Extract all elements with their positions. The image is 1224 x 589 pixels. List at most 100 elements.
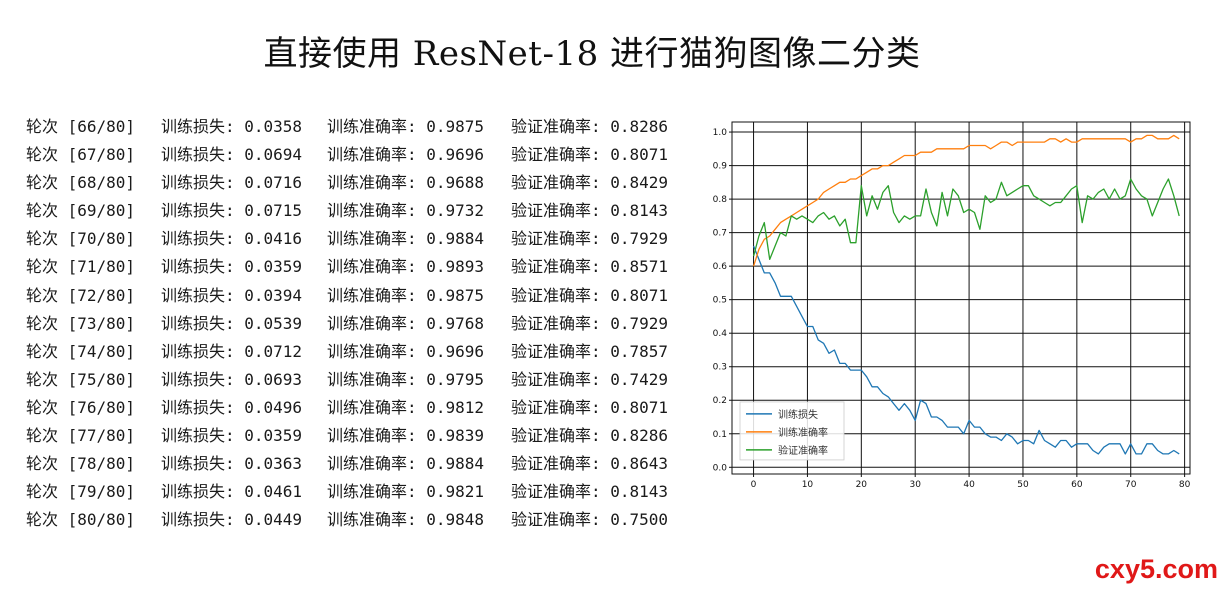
log-epoch: 轮次 [70/80] [26, 229, 136, 249]
x-tick-label: 20 [856, 480, 868, 490]
legend-label: 验证准确率 [778, 444, 828, 457]
log-row: 轮次 [67/80] 训练损失: 0.0694 训练准确率: 0.9696 验证准确率… [26, 141, 706, 169]
y-tick-label: 0.3 [713, 363, 727, 373]
log-epoch: 轮次 [68/80] [26, 173, 136, 193]
log-train-acc: 训练准确率: 0.9732 [327, 201, 485, 221]
log-train-loss: 训练损失: 0.0539 [161, 313, 303, 333]
log-epoch: 轮次 [73/80] [26, 313, 136, 333]
log-train-acc: 训练准确率: 0.9884 [327, 229, 485, 249]
log-row: 轮次 [73/80] 训练损失: 0.0539 训练准确率: 0.9768 验证准确率… [26, 310, 706, 338]
log-epoch: 轮次 [74/80] [26, 341, 136, 361]
log-row: 轮次 [70/80] 训练损失: 0.0416 训练准确率: 0.9884 验证准确率… [26, 225, 706, 253]
log-row: 轮次 [75/80] 训练损失: 0.0693 训练准确率: 0.9795 验证准确率… [26, 366, 706, 394]
legend-label: 训练损失 [778, 408, 818, 421]
series-line-1 [752, 245, 1180, 455]
log-epoch: 轮次 [67/80] [26, 145, 136, 165]
log-train-acc: 训练准确率: 0.9821 [327, 482, 485, 502]
log-val-acc: 验证准确率: 0.8071 [511, 145, 669, 165]
x-tick-label: 40 [963, 480, 975, 490]
log-val-acc: 验证准确率: 0.7500 [511, 510, 669, 530]
y-tick-label: 0.7 [713, 229, 727, 239]
log-epoch: 轮次 [77/80] [26, 426, 136, 446]
x-tick-label: 10 [802, 480, 814, 490]
x-tick-label: 50 [1017, 480, 1029, 490]
log-val-acc: 验证准确率: 0.7429 [511, 369, 669, 389]
log-train-loss: 训练损失: 0.0715 [161, 201, 303, 221]
log-val-acc: 验证准确率: 0.8286 [511, 117, 669, 136]
x-tick-label: 60 [1071, 480, 1083, 490]
y-tick-label: 0.4 [713, 329, 728, 339]
log-row: 轮次 [80/80] 训练损失: 0.0449 训练准确率: 0.9848 验证准确率… [26, 506, 706, 534]
log-epoch: 轮次 [79/80] [26, 482, 136, 502]
x-tick-label: 30 [909, 480, 921, 490]
log-epoch: 轮次 [69/80] [26, 201, 136, 221]
log-epoch: 轮次 [75/80] [26, 369, 136, 389]
log-train-acc: 训练准确率: 0.9839 [327, 426, 485, 446]
legend-label: 训练准确率 [778, 426, 828, 439]
log-train-loss: 训练损失: 0.0394 [161, 285, 303, 305]
log-val-acc: 验证准确率: 0.7857 [511, 341, 669, 361]
log-val-acc: 验证准确率: 0.7929 [511, 229, 669, 249]
log-train-loss: 训练损失: 0.0694 [161, 145, 303, 165]
x-tick-label: 0 [751, 480, 757, 490]
y-tick-label: 0.6 [713, 262, 728, 272]
log-train-loss: 训练损失: 0.0712 [161, 341, 303, 361]
log-train-acc: 训练准确率: 0.9812 [327, 397, 485, 417]
y-tick-label: 1.0 [713, 128, 728, 138]
log-val-acc: 验证准确率: 0.8071 [511, 397, 669, 417]
log-train-acc: 训练准确率: 0.9768 [327, 313, 485, 333]
log-train-loss: 训练损失: 0.0716 [161, 173, 303, 193]
log-train-acc: 训练准确率: 0.9688 [327, 173, 485, 193]
x-tick-label: 80 [1179, 480, 1191, 490]
log-row: 轮次 [74/80] 训练损失: 0.0712 训练准确率: 0.9696 验证准确率… [26, 338, 706, 366]
log-row: 轮次 [71/80] 训练损失: 0.0359 训练准确率: 0.9893 验证准确率… [26, 253, 706, 281]
log-epoch: 轮次 [72/80] [26, 285, 136, 305]
log-row: 轮次 [72/80] 训练损失: 0.0394 训练准确率: 0.9875 验证准确率… [26, 282, 706, 310]
log-train-loss: 训练损失: 0.0416 [161, 229, 303, 249]
log-val-acc: 验证准确率: 0.8143 [511, 201, 669, 221]
log-row: 轮次 [68/80] 训练损失: 0.0716 训练准确率: 0.9688 验证准确率… [26, 169, 706, 197]
log-train-acc: 训练准确率: 0.9884 [327, 454, 485, 474]
log-train-acc: 训练准确率: 0.9875 [327, 117, 485, 136]
log-val-acc: 验证准确率: 0.8429 [511, 173, 669, 193]
log-train-loss: 训练损失: 0.0449 [161, 510, 303, 530]
log-train-acc: 训练准确率: 0.9893 [327, 257, 485, 277]
log-val-acc: 验证准确率: 0.7929 [511, 313, 669, 333]
log-epoch: 轮次 [71/80] [26, 257, 136, 277]
page-title: 直接使用 ResNet-18 进行猫狗图像二分类 [263, 34, 921, 74]
log-train-loss: 训练损失: 0.0358 [161, 117, 303, 136]
log-val-acc: 验证准确率: 0.8643 [511, 454, 669, 474]
log-train-acc: 训练准确率: 0.9875 [327, 285, 485, 305]
y-tick-label: 0.2 [713, 396, 727, 406]
plot-frame [731, 121, 1191, 475]
x-tick-label: 70 [1125, 480, 1137, 490]
log-row: 轮次 [69/80] 训练损失: 0.0715 训练准确率: 0.9732 验证准确率… [26, 197, 706, 225]
log-epoch: 轮次 [80/80] [26, 510, 136, 530]
log-train-acc: 训练准确率: 0.9696 [327, 341, 485, 361]
log-val-acc: 验证准确率: 0.8143 [511, 482, 669, 502]
log-train-loss: 训练损失: 0.0359 [161, 426, 303, 446]
log-val-acc: 验证准确率: 0.8286 [511, 426, 669, 446]
site-watermark: cxy5.com [1094, 554, 1218, 584]
y-tick-label: 0.0 [713, 463, 728, 473]
log-train-loss: 训练损失: 0.0693 [161, 369, 303, 389]
y-tick-label: 0.9 [713, 162, 728, 172]
series-line-2 [752, 134, 1180, 267]
log-val-acc: 验证准确率: 0.8571 [511, 257, 669, 277]
log-epoch: 轮次 [78/80] [26, 454, 136, 474]
log-row: 轮次 [76/80] 训练损失: 0.0496 训练准确率: 0.9812 验证准确率… [26, 394, 706, 422]
log-train-loss: 训练损失: 0.0359 [161, 257, 303, 277]
chart-svg: 0 10 20 30 40 50 60 70 80 0.0 0.1 0.2 0.3 0.4 0.5 0.6 0.… [713, 121, 1191, 490]
log-train-acc: 训练准确率: 0.9696 [327, 145, 485, 165]
log-epoch: 轮次 [76/80] [26, 397, 136, 417]
log-train-loss: 训练损失: 0.0496 [161, 397, 303, 417]
log-train-acc: 训练准确率: 0.9795 [327, 369, 485, 389]
log-epoch: 轮次 [66/80] [26, 117, 136, 136]
log-train-loss: 训练损失: 0.0461 [161, 482, 303, 502]
y-tick-label: 0.1 [713, 430, 727, 440]
log-val-acc: 验证准确率: 0.8071 [511, 285, 669, 305]
y-tick-label: 0.8 [713, 195, 728, 205]
y-tick-label: 0.5 [713, 296, 727, 306]
training-curves-chart: 0 10 20 30 40 50 60 70 80 0.0 0.1 0.2 0.3 0.4 0.5 0.6 0.… [700, 118, 1196, 490]
training-log: 轮次 [66/80] 训练损失: 0.0358 训练准确率: 0.9875 验证准确率… [26, 113, 706, 534]
